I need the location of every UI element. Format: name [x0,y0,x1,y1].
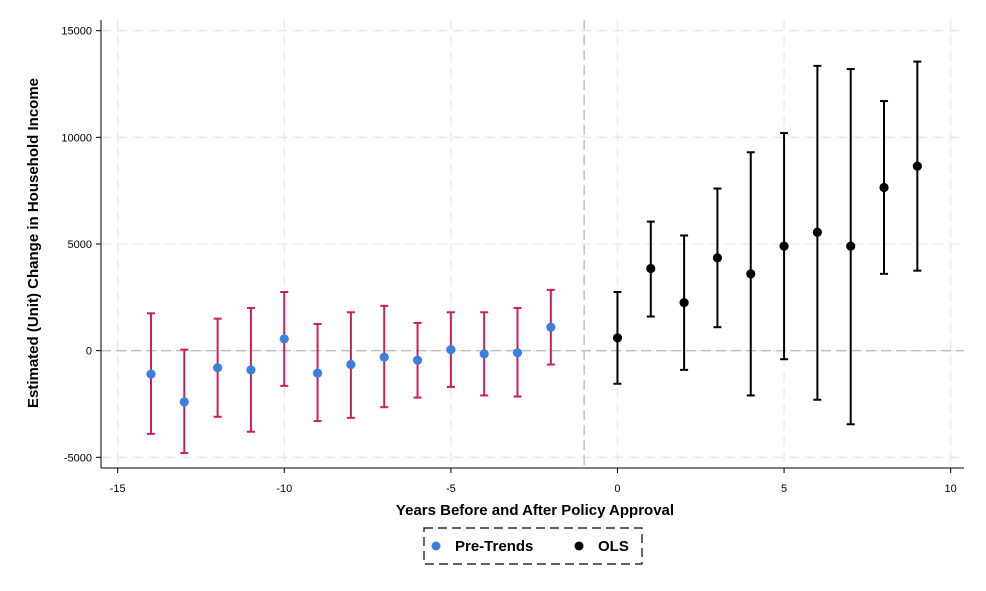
x-tick-label: 0 [614,483,620,495]
data-point [279,334,289,344]
data-point [846,241,856,251]
series-pre-trends [146,288,556,455]
data-point [879,182,889,193]
series-ols [612,60,922,426]
data-point [379,352,389,362]
legend-marker-pre-trends [431,541,441,551]
data-point [479,349,489,359]
data-point [179,397,189,407]
data-point [346,359,356,370]
legend-box [423,527,643,565]
data-point [246,365,256,375]
legend: Pre-Trends OLS [423,527,643,565]
data-point [146,369,156,379]
data-point [512,348,523,358]
data-point [446,345,456,355]
axes: -5000 0 5000 10000 15000 -15 -10 -5 0 5 10 [61,20,964,495]
data-point [312,368,323,378]
y-axis-title: Estimated (Unit) Change in Household Inc… [25,78,42,408]
data-point [779,241,789,251]
data-point [712,253,723,263]
data-point [912,161,922,171]
y-tick-label: 10000 [61,132,92,144]
data-point [812,227,822,237]
x-axis-title: Years Before and After Policy Approval [396,502,674,519]
data-point [546,322,556,332]
data-point [412,355,423,365]
legend-marker-ols [574,541,584,551]
x-tick-label: -15 [110,483,126,495]
data-point [679,298,689,308]
y-tick-label: 15000 [61,26,92,38]
data-point [612,333,623,343]
legend-label-pre-trends: Pre-Trends [455,538,533,555]
y-tick-label: 0 [86,346,92,358]
data-point [646,263,656,274]
reference-lines [101,20,964,468]
data-point [213,363,223,373]
y-tick-label: -5000 [64,452,92,464]
x-tick-label: 5 [781,483,787,495]
legend-label-ols: OLS [598,538,629,555]
x-tick-label: 10 [945,483,957,495]
x-tick-label: -5 [446,483,456,495]
x-tick-label: -10 [276,483,292,495]
y-tick-label: 5000 [68,239,92,251]
data-marks [146,60,922,455]
data-point [746,269,756,279]
